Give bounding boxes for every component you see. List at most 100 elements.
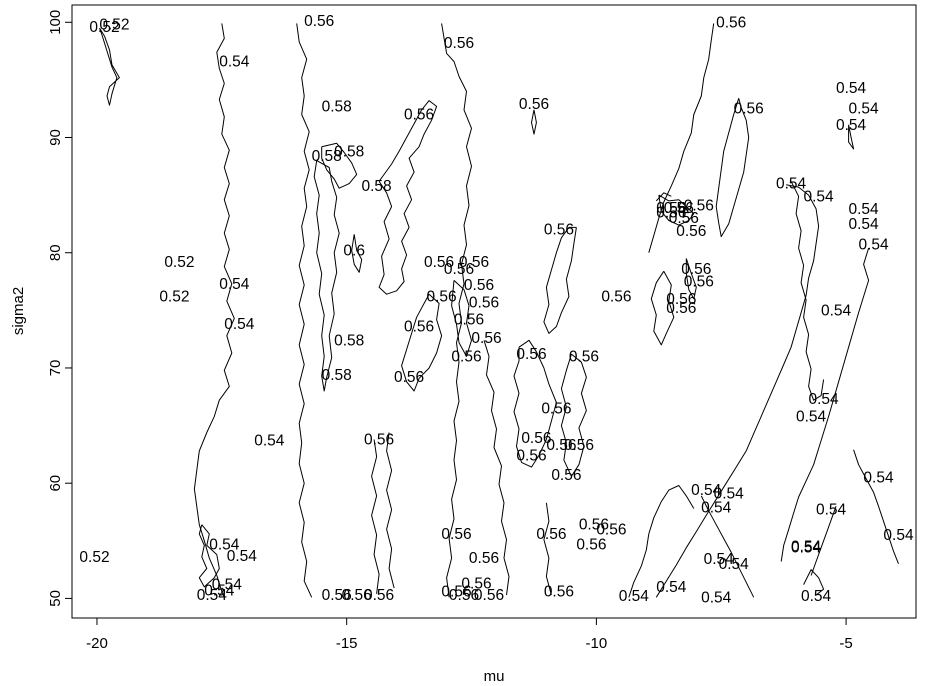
contour-label: 0.56 xyxy=(461,575,491,592)
x-tick-label: -15 xyxy=(336,635,358,652)
contour-label: 0.56 xyxy=(564,437,594,454)
contour-label: 0.56 xyxy=(656,200,686,217)
contour-line xyxy=(198,524,220,588)
contour-line xyxy=(715,98,750,238)
contour-label: 0.56 xyxy=(684,274,714,291)
contour-label: 0.56 xyxy=(716,14,746,31)
contour-label: 0.56 xyxy=(474,587,504,604)
contour-label: 0.56 xyxy=(666,291,696,308)
contour-label: 0.52 xyxy=(164,254,194,271)
contour-label: 0.56 xyxy=(404,319,434,336)
contour-line xyxy=(658,194,695,226)
contour-label: 0.56 xyxy=(364,431,394,448)
contour-line xyxy=(386,432,395,589)
contour-label: 0.56 xyxy=(459,254,489,271)
y-tick-label: 90 xyxy=(47,129,64,146)
contour-label: 0.56 xyxy=(516,448,546,465)
contour-line xyxy=(790,181,825,401)
contour-label: 0.56 xyxy=(394,369,424,386)
y-tick-label: 60 xyxy=(47,475,64,492)
contour-label: 0.54 xyxy=(197,587,228,604)
contour-label: 0.54 xyxy=(849,201,880,218)
contour-label: 0.56 xyxy=(656,204,686,221)
contour-label: 0.56 xyxy=(444,261,474,278)
contour-label: 0.58 xyxy=(362,178,392,195)
contour-line xyxy=(803,569,825,596)
contour-label: 0.54 xyxy=(849,101,880,118)
contour-line xyxy=(296,23,313,598)
x-axis: -20 -15 -10 -5 xyxy=(86,617,853,652)
contour-label: 0.56 xyxy=(734,101,764,118)
contour-label: 0.56 xyxy=(681,261,711,278)
contour-label: 0.56 xyxy=(322,587,352,604)
contour-label: 0.54 xyxy=(714,486,745,503)
contour-label: 0.54 xyxy=(804,188,835,205)
contour-line xyxy=(700,495,755,598)
contour-label: 0.56 xyxy=(576,536,606,553)
contour-line xyxy=(513,339,557,468)
contour-line xyxy=(543,502,552,596)
contour-label: 0.56 xyxy=(441,584,471,601)
contour-label: 0.54 xyxy=(791,539,822,556)
contour-label: 0.54 xyxy=(219,54,250,71)
contour-label: 0.56 xyxy=(544,584,574,601)
contour-label: 0.56 xyxy=(427,289,457,306)
contour-label: 0.56 xyxy=(521,430,551,447)
contour-label: 0.56 xyxy=(544,222,574,239)
contour-line xyxy=(378,100,438,295)
contour-label: 0.54 xyxy=(776,176,807,193)
contour-label: 0.56 xyxy=(666,300,696,317)
x-axis-title: mu xyxy=(484,668,505,685)
x-tick-label: -5 xyxy=(839,635,852,652)
contour-label: 0.56 xyxy=(469,550,499,567)
contour-label: 0.54 xyxy=(209,536,240,553)
contour-label: 0.56 xyxy=(536,526,566,543)
contour-label: 0.56 xyxy=(454,312,484,329)
contour-label: 0.56 xyxy=(449,587,479,604)
contour-label: 0.56 xyxy=(424,254,454,271)
contour-line xyxy=(351,234,363,273)
contour-line xyxy=(99,27,120,106)
contour-line xyxy=(848,124,855,150)
contour-label: 0.54 xyxy=(619,588,650,605)
contour-label: 0.56 xyxy=(664,200,694,217)
contour-label: 0.56 xyxy=(364,587,394,604)
contour-label: 0.54 xyxy=(701,499,732,516)
contour-label: 0.54 xyxy=(219,276,250,293)
contour-line xyxy=(451,280,472,357)
contour-label: 0.56 xyxy=(601,289,631,306)
contour-line xyxy=(321,142,358,189)
contour-label: 0.56 xyxy=(676,223,706,240)
y-tick-label: 70 xyxy=(47,360,64,377)
contour-line xyxy=(543,226,577,334)
contour-line xyxy=(441,23,472,598)
contour-label: 0.58 xyxy=(334,143,364,160)
contour-label: 0.56 xyxy=(441,526,471,543)
contour-label: 0.52 xyxy=(159,289,189,306)
contour-label: 0.54 xyxy=(821,302,852,319)
contour-label: 0.52 xyxy=(99,17,129,34)
contour-label: 0.56 xyxy=(451,348,481,365)
contour-label: 0.56 xyxy=(569,348,599,365)
contour-label: 0.54 xyxy=(212,577,243,594)
contour-label: 0.54 xyxy=(656,579,687,596)
contour-label: 0.54 xyxy=(863,469,894,486)
y-axis: 50 60 70 80 90 100 xyxy=(47,10,73,607)
contour-label: 0.54 xyxy=(719,556,750,573)
contour-label: 0.56 xyxy=(551,467,581,484)
contour-line xyxy=(650,270,675,346)
contour-label: 0.56 xyxy=(546,437,576,454)
contour-line xyxy=(853,449,899,564)
contour-label: 0.54 xyxy=(796,408,827,425)
contour-label: 0.56 xyxy=(471,330,501,347)
contour-line xyxy=(628,485,695,598)
contour-label: 0.54 xyxy=(791,540,822,557)
contour-label: 0.54 xyxy=(849,216,880,233)
contour-label: 0.54 xyxy=(254,433,285,450)
contour-lines xyxy=(99,23,899,598)
contour-label: 0.56 xyxy=(469,294,499,311)
y-tick-label: 50 xyxy=(47,590,64,607)
contour-label: 0.56 xyxy=(444,35,474,52)
contour-line xyxy=(401,293,443,392)
contour-label: 0.56 xyxy=(516,346,546,363)
